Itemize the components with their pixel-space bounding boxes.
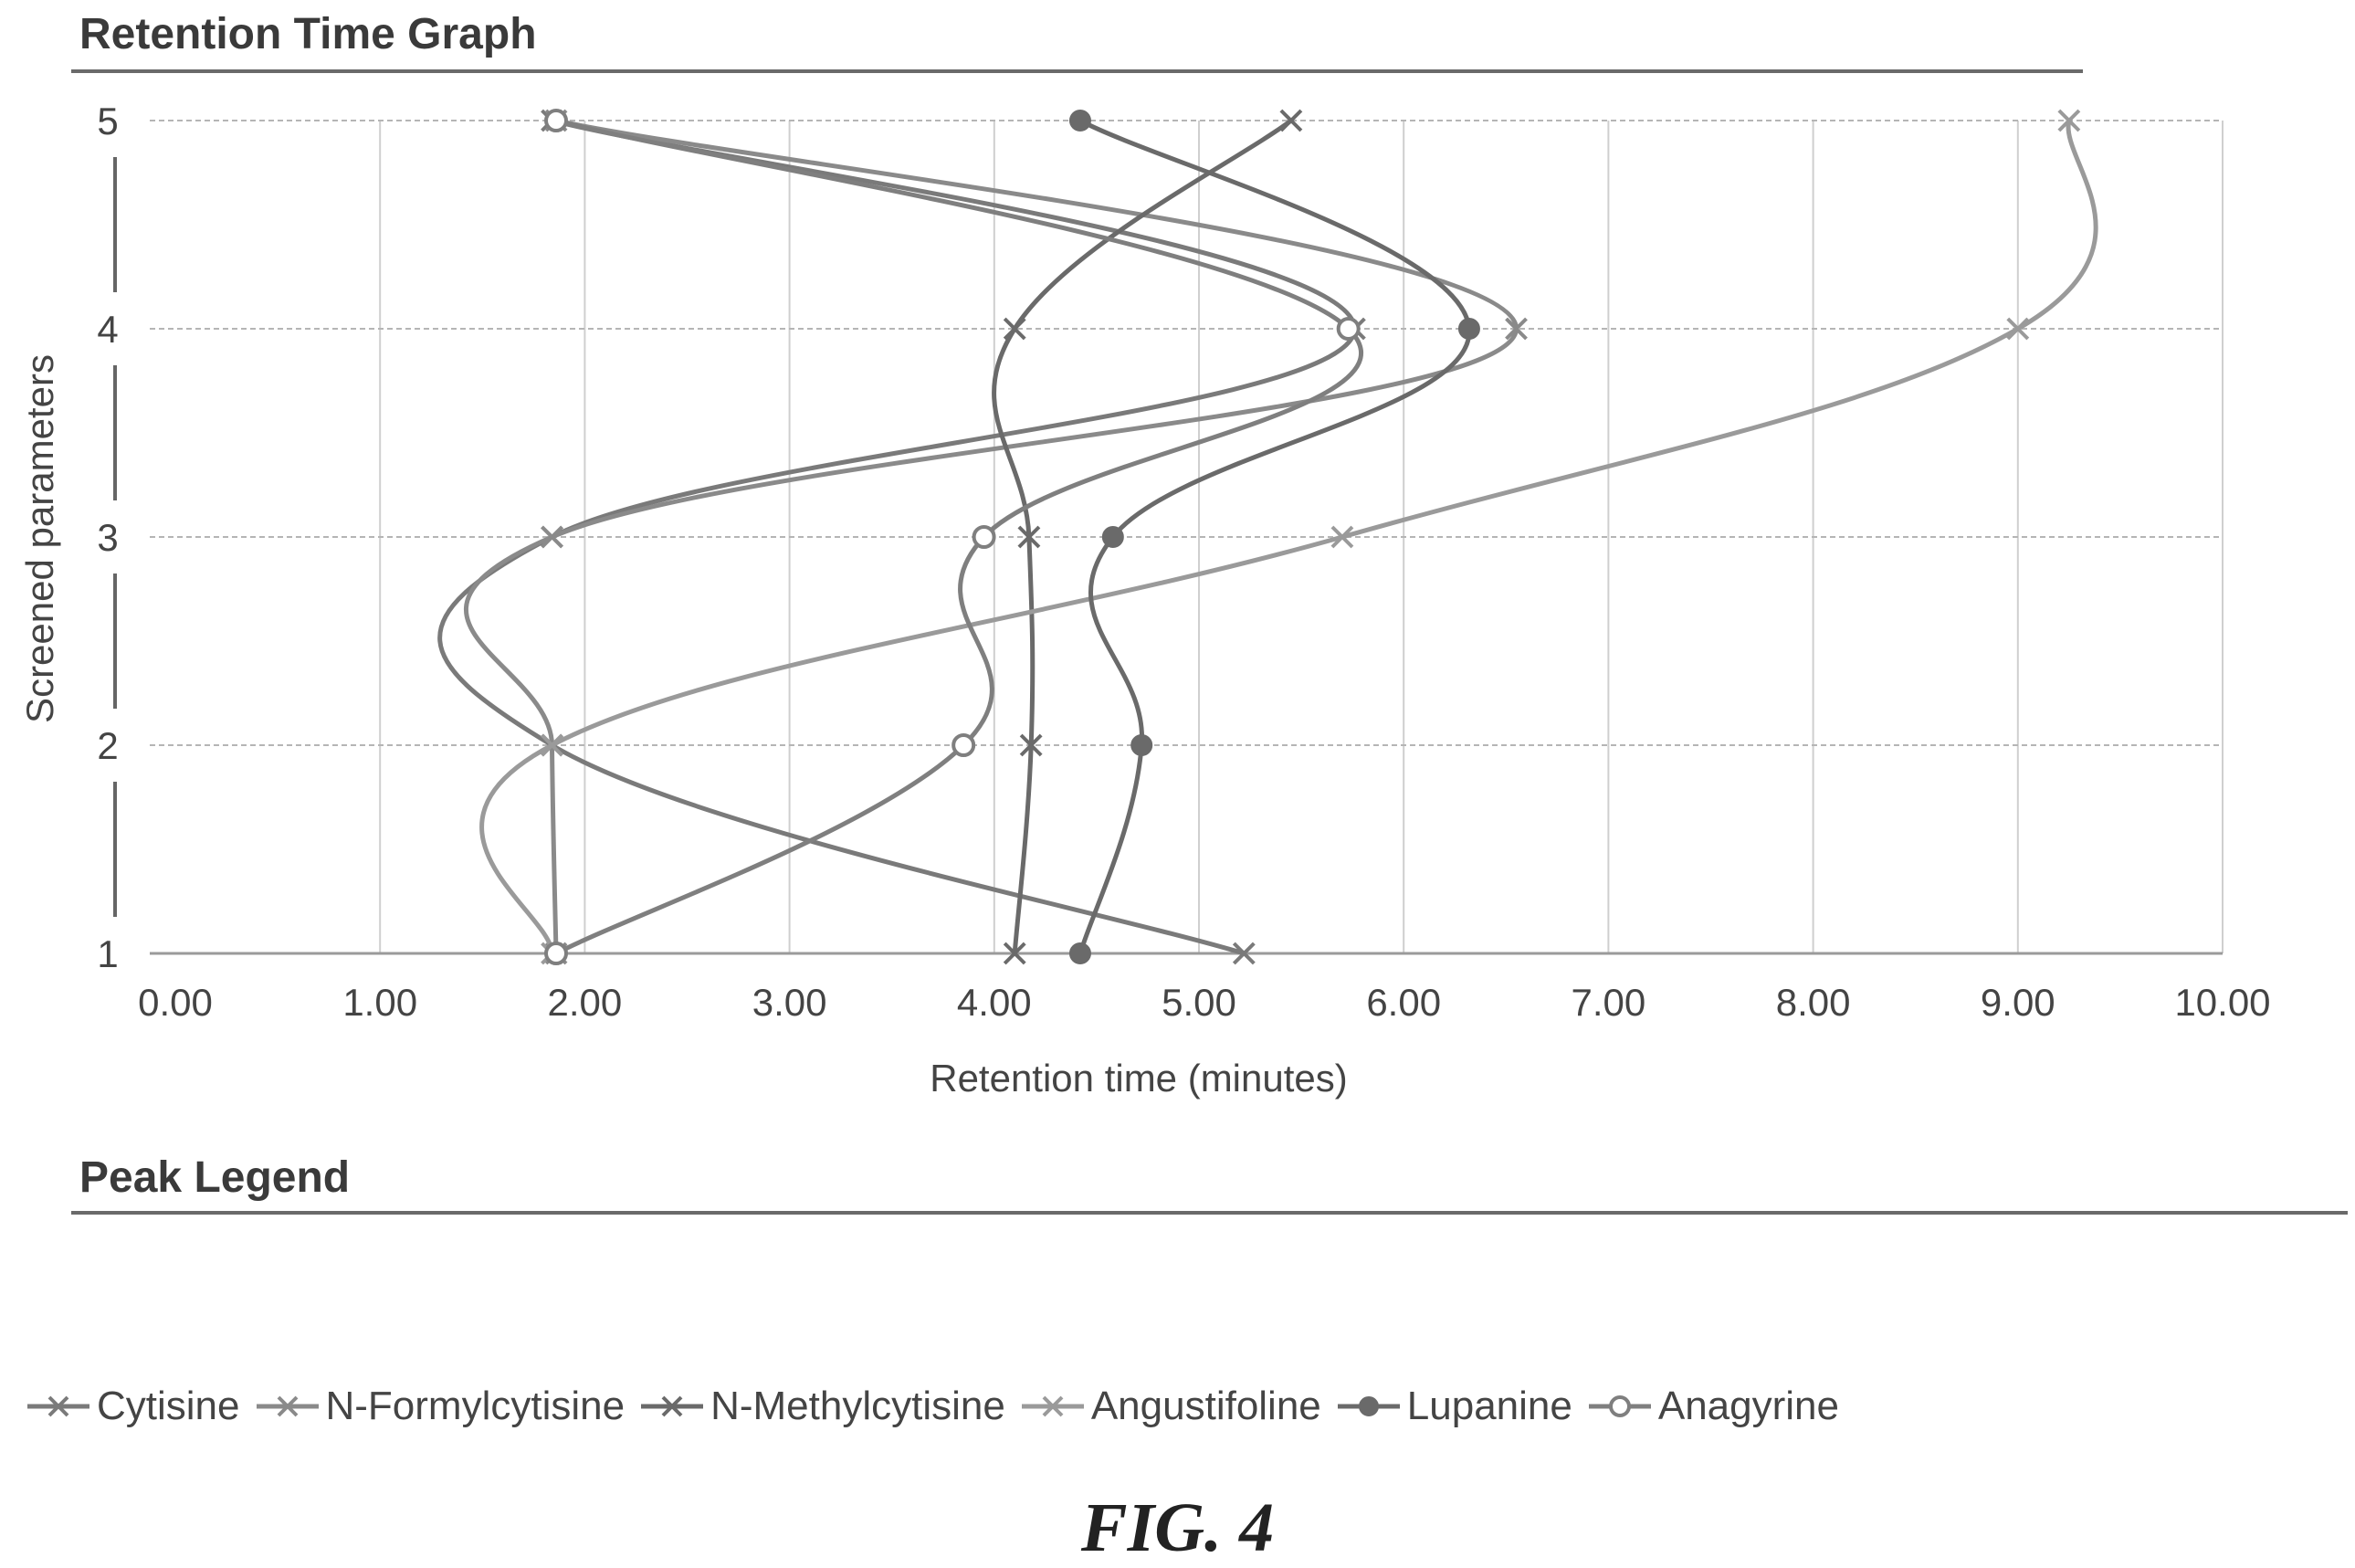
y-tick-label: 4 (97, 308, 118, 351)
data-point (544, 942, 569, 965)
chart-grid (150, 120, 2224, 953)
graph-heading-rule (71, 69, 2083, 73)
series-n-methylcytisine (992, 109, 1303, 965)
retention-time-chart: 0.00 1.00 2.00 3.00 4.00 5.00 6.00 7.00 8.00 9.00… (18, 100, 2271, 1100)
chart-legend: Cytisine N-Formylcytisine N-Methylcytisine… (26, 1379, 1854, 1434)
x-tick-label: 6.00 (1366, 981, 1441, 1024)
data-point (2057, 109, 2081, 132)
legend-swatch (641, 1395, 704, 1417)
legend-swatch (27, 1395, 89, 1417)
series-angustifoline (479, 109, 2098, 965)
legend-item: Cytisine (26, 1384, 240, 1429)
data-point (1457, 318, 1480, 340)
legend-item: Lupanine (1336, 1384, 1572, 1429)
legend-item: Anagyrine (1587, 1384, 1839, 1429)
data-point (972, 525, 996, 549)
data-point (951, 733, 976, 757)
data-point (1130, 734, 1153, 756)
data-point (1017, 525, 1041, 549)
legend-marker (277, 1395, 298, 1417)
x-tick-label: 1.00 (342, 981, 417, 1024)
data-point (1068, 942, 1091, 964)
series-line (437, 118, 1357, 956)
chart-series (437, 109, 2098, 965)
legend-swatch (256, 1395, 319, 1417)
legend-heading: Peak Legend (79, 1153, 351, 1202)
legend-item: N-Methylcytisine (639, 1384, 1005, 1429)
data-point (1336, 317, 1361, 341)
legend-label: Angustifoline (1090, 1384, 1321, 1428)
data-point (541, 525, 563, 549)
legend-swatch (1588, 1395, 1651, 1417)
series-line (479, 120, 2098, 954)
data-point (1019, 733, 1043, 757)
graph-heading: Retention Time Graph (79, 10, 537, 58)
x-tick-label: 2.00 (548, 981, 623, 1024)
x-tick-label: 0.00 (138, 981, 213, 1024)
y-tick-label: 5 (97, 100, 118, 142)
series-anagyrine (544, 109, 1363, 965)
y-tick-label: 1 (97, 932, 118, 975)
legend-marker (1358, 1396, 1379, 1416)
data-point (1330, 525, 1354, 549)
y-tick-label: 3 (97, 516, 118, 559)
data-point (1068, 110, 1091, 132)
x-tick-label: 8.00 (1776, 981, 1851, 1024)
legend-swatch (1021, 1395, 1084, 1417)
legend-item: N-Formylcytisine (255, 1384, 626, 1429)
legend-marker (1042, 1395, 1064, 1417)
chart-axes: 0.00 1.00 2.00 3.00 4.00 5.00 6.00 7.00 8.00 9.00… (97, 100, 2270, 1024)
series-lupanine (1068, 110, 1480, 964)
legend-marker (1608, 1395, 1631, 1417)
legend-marker (47, 1395, 69, 1417)
data-point (1003, 317, 1026, 341)
x-tick-label: 5.00 (1162, 981, 1236, 1024)
series-line (992, 119, 1293, 954)
legend-label: N-Formylcytisine (325, 1384, 626, 1428)
x-tick-label: 7.00 (1572, 981, 1646, 1024)
legend-marker (661, 1395, 683, 1417)
data-point (1232, 942, 1256, 965)
x-tick-label: 4.00 (957, 981, 1032, 1024)
data-point (1279, 109, 1303, 132)
legend-label: Cytisine (97, 1384, 240, 1428)
data-point (541, 733, 563, 757)
legend-label: Anagyrine (1657, 1384, 1839, 1428)
series-line (463, 118, 1519, 954)
x-tick-label: 9.00 (1981, 981, 2055, 1024)
legend-label: Lupanine (1406, 1384, 1572, 1428)
legend-label: N-Methylcytisine (710, 1384, 1005, 1428)
y-tick-label: 2 (97, 724, 118, 767)
legend-item: Angustifoline (1020, 1384, 1321, 1429)
series-line (554, 118, 1363, 956)
figure-caption: FIG. 4 (1080, 1489, 1275, 1566)
data-point (1101, 526, 1124, 548)
data-point (2006, 317, 2030, 341)
x-tick-label: 10.00 (2174, 981, 2270, 1024)
legend-swatch (1337, 1396, 1400, 1416)
y-axis-title: Screened parameters (18, 354, 61, 723)
data-point (1505, 317, 1528, 341)
x-tick-label: 3.00 (752, 981, 827, 1024)
data-point (544, 109, 569, 132)
x-axis-title: Retention time (minutes) (930, 1057, 1348, 1100)
series-line (1078, 118, 1472, 954)
data-point (1003, 942, 1026, 965)
legend-heading-rule (71, 1211, 2348, 1215)
